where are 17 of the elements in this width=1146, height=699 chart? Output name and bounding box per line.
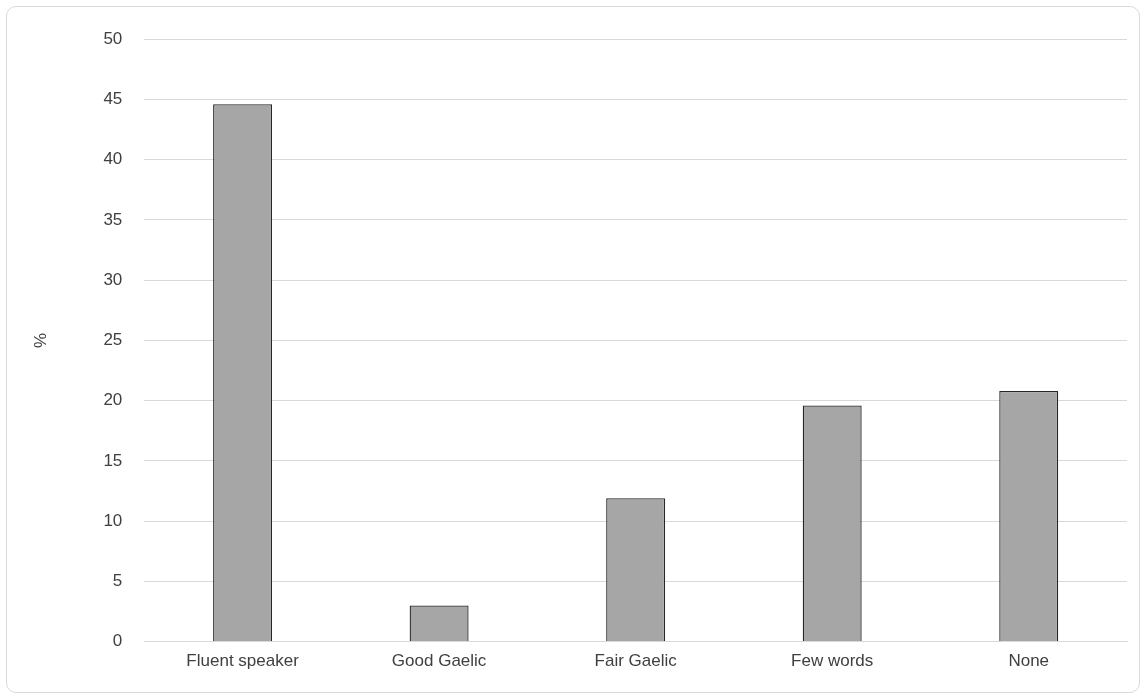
- x-tick-label: Good Gaelic: [391, 651, 487, 671]
- y-tick-label: 5: [112, 571, 123, 591]
- x-tick-label: Fluent speaker: [186, 651, 300, 671]
- y-tick-label: 25: [103, 330, 123, 350]
- y-tick-label: 40: [103, 149, 123, 169]
- x-tick-label: None: [1008, 651, 1050, 671]
- y-tick-label: 15: [103, 450, 123, 470]
- y-tick-label: 50: [103, 28, 123, 48]
- y-axis-title: %: [30, 332, 50, 348]
- x-tick-label: Few words: [791, 651, 874, 671]
- y-tick-label: 35: [103, 209, 123, 229]
- x-tick-label: Fair Gaelic: [594, 651, 678, 671]
- y-tick-label: 20: [103, 390, 123, 410]
- y-tick-label: 10: [103, 510, 123, 530]
- y-tick-label: 30: [103, 269, 123, 289]
- y-tick-label: 45: [103, 89, 123, 109]
- y-tick-label: 0: [112, 631, 123, 651]
